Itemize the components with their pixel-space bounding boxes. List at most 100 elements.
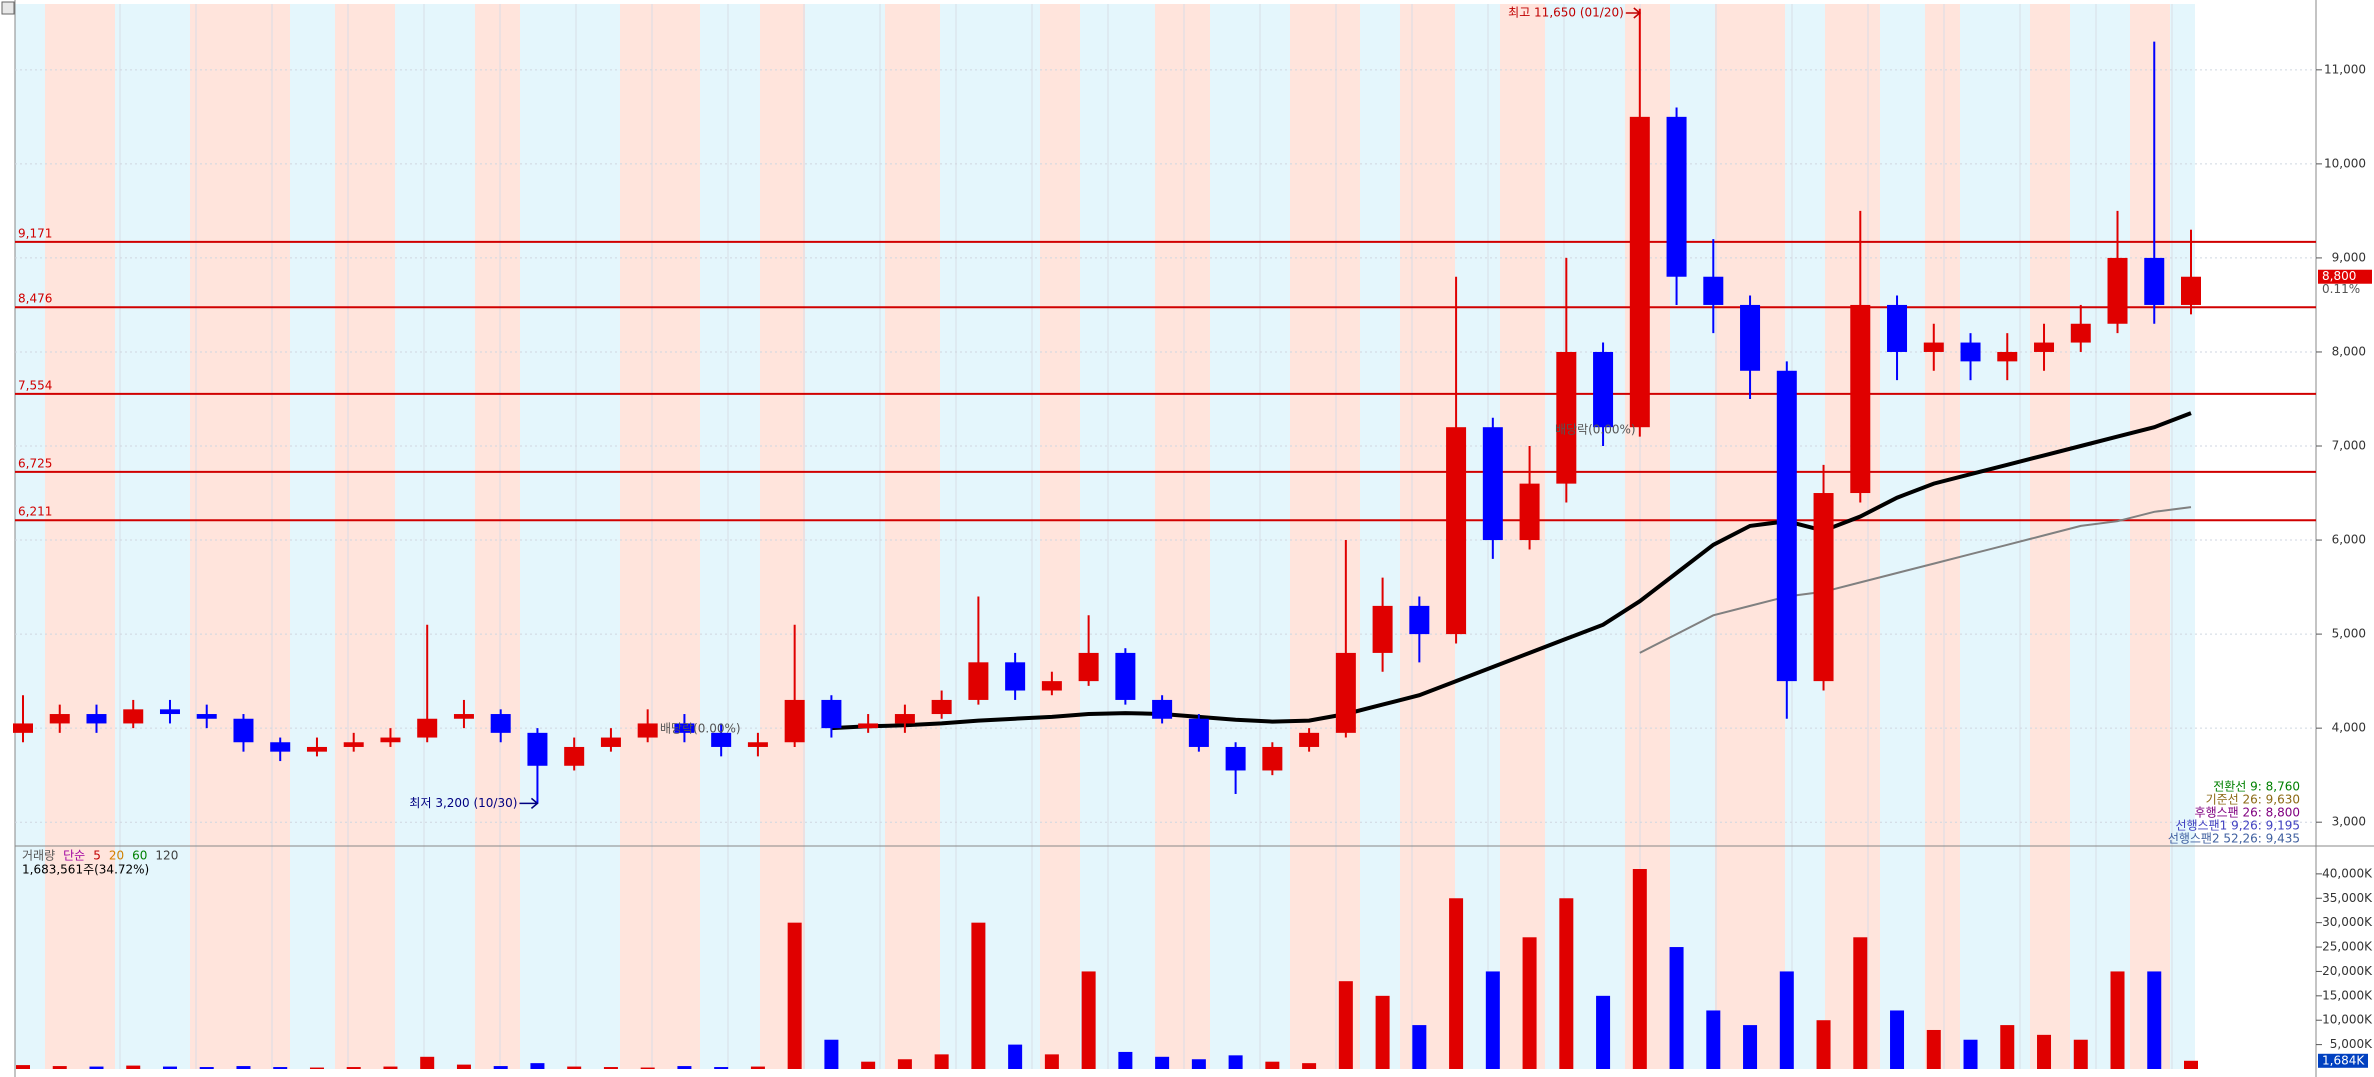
candle-body xyxy=(674,723,695,733)
volume-bar xyxy=(1485,971,1500,1069)
volume-bar xyxy=(1449,898,1464,1069)
band xyxy=(620,4,700,1069)
band xyxy=(1880,4,1925,1069)
band xyxy=(1360,4,1400,1069)
volume-tick-label: 40,000K xyxy=(2322,866,2373,880)
ichimoku-legend: 선행스팬2 52,26: 9,435 xyxy=(2168,831,2300,846)
change-label: 0.11% xyxy=(2322,282,2360,296)
volume-bar xyxy=(714,1067,729,1069)
low-arrow xyxy=(519,797,539,809)
moving-average xyxy=(1639,506,2192,654)
volume-tick-label: 35,000K xyxy=(2322,891,2373,905)
band xyxy=(1545,4,1625,1069)
volume-bar xyxy=(493,1066,508,1069)
candle-body xyxy=(1482,427,1503,541)
candle-body xyxy=(1372,605,1393,653)
volume-bar xyxy=(1632,869,1647,1069)
band xyxy=(1210,4,1290,1069)
band xyxy=(1080,4,1155,1069)
candle-body xyxy=(931,699,952,715)
band xyxy=(1825,4,1880,1069)
volume-bar xyxy=(1375,995,1390,1069)
candle-body xyxy=(159,709,180,715)
volume-bar xyxy=(1522,937,1537,1069)
volume-legend-title: 거래량 xyxy=(22,849,55,863)
candle-body xyxy=(1887,304,1908,352)
volume-bar xyxy=(1743,1025,1758,1069)
candle-body xyxy=(1666,116,1687,277)
candle-body xyxy=(1078,652,1099,682)
volume-bar xyxy=(861,1061,876,1069)
candle-body xyxy=(2144,257,2165,305)
band xyxy=(1290,4,1360,1069)
candle-body xyxy=(1593,351,1614,428)
band xyxy=(2070,4,2130,1069)
y-tick-label: 7,000 xyxy=(2332,439,2366,453)
volume-bar xyxy=(1155,1056,1170,1069)
y-tick-label: 5,000 xyxy=(2332,627,2366,641)
volume-bar xyxy=(1779,971,1794,1069)
candle-body xyxy=(1225,746,1246,771)
band xyxy=(290,4,335,1069)
low-annotation: 최저 3,200 (10/30) xyxy=(409,796,517,810)
candle-body xyxy=(1923,342,1944,352)
volume-tick-label: 5,000K xyxy=(2330,1037,2373,1051)
candle-body xyxy=(86,714,107,724)
candle-body xyxy=(1409,605,1430,635)
volume-bar xyxy=(420,1056,435,1069)
candle-body xyxy=(1629,116,1650,428)
volume-bar xyxy=(1265,1061,1280,1069)
volume-bar xyxy=(750,1066,765,1069)
volume-bar xyxy=(603,1067,618,1069)
band xyxy=(2130,4,2170,1069)
last-price-tag xyxy=(2318,269,2372,284)
y-tick-label: 10,000 xyxy=(2324,156,2366,170)
band xyxy=(2170,4,2195,1069)
band xyxy=(1040,4,1080,1069)
volume-legend-period: 20 xyxy=(109,849,124,863)
band xyxy=(1925,4,1960,1069)
candle-body xyxy=(1005,662,1026,691)
volume-bar xyxy=(567,1066,582,1069)
volume-bar xyxy=(89,1066,104,1069)
menu-icon[interactable] xyxy=(1,1,15,15)
volume-bar xyxy=(1890,1010,1905,1069)
volume-bar xyxy=(16,1065,30,1069)
candle-body xyxy=(968,662,989,700)
moving-average xyxy=(831,411,2192,731)
band xyxy=(1400,4,1455,1069)
volume-bar xyxy=(934,1054,949,1069)
volume-bar xyxy=(52,1066,67,1069)
band xyxy=(475,4,520,1069)
last-volume-tag xyxy=(2318,1053,2368,1068)
candle-body xyxy=(490,714,511,733)
y-tick-label: 8,000 xyxy=(2332,344,2366,358)
last-volume-label: 1,684K xyxy=(2322,1053,2365,1067)
volume-bar xyxy=(1191,1059,1206,1069)
candle-body xyxy=(1299,732,1320,747)
ichimoku-legend: 선행스팬1 9,26: 9,195 xyxy=(2175,818,2300,833)
volume-tick-label: 20,000K xyxy=(2322,964,2373,978)
candle-body xyxy=(1446,427,1467,635)
candle-body xyxy=(1960,342,1981,362)
volume-summary: 1,683,561주(34.72%) xyxy=(22,863,149,877)
volume-bar xyxy=(677,1066,692,1069)
candle-body xyxy=(306,746,327,752)
volume-bar xyxy=(1559,898,1574,1069)
dividend-note: 배당락(0.00%) xyxy=(1555,423,1636,437)
candle-body xyxy=(2034,342,2055,352)
candle-body xyxy=(1152,699,1173,719)
volume-bar xyxy=(1044,1054,1059,1069)
volume-bar xyxy=(236,1066,251,1069)
volume-bar xyxy=(1853,937,1868,1069)
candle-body xyxy=(711,732,732,747)
band xyxy=(940,4,1040,1069)
volume-legend-kind: 단순 xyxy=(63,849,85,863)
last-price-label: 8,800 xyxy=(2322,269,2356,283)
candle-body xyxy=(637,723,658,738)
volume-bar xyxy=(1228,1055,1243,1069)
ichimoku-legend: 기준선 26: 9,630 xyxy=(2206,793,2300,807)
ichimoku-legend: 전환선 9: 8,760 xyxy=(2213,780,2300,794)
volume-bar xyxy=(199,1067,214,1069)
band xyxy=(395,4,475,1069)
